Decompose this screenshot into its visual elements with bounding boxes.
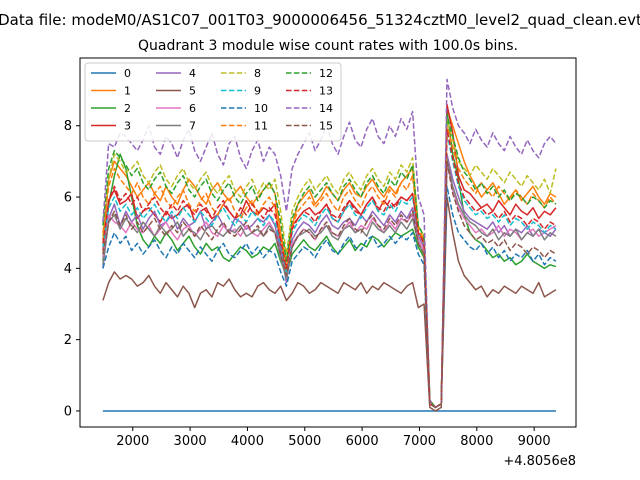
legend-label-14: 14	[319, 102, 333, 115]
series-line-5	[102, 196, 557, 412]
series-line-9	[102, 132, 557, 409]
legend-label-6: 6	[189, 102, 196, 115]
x-offset-label: +4.8056e8	[503, 454, 576, 469]
series-line-6	[102, 160, 557, 409]
series-line-7	[102, 157, 557, 409]
x-tick-label: 2000	[116, 434, 149, 449]
series-line-13	[102, 128, 557, 409]
series-line-3	[102, 103, 557, 409]
legend-label-9: 9	[254, 85, 261, 98]
x-tick-label: 6000	[346, 434, 379, 449]
x-tick-label: 9000	[518, 434, 551, 449]
series-line-4	[102, 153, 557, 409]
legend-label-8: 8	[254, 67, 261, 80]
x-tick-label: 4000	[231, 434, 264, 449]
series-line-15	[102, 160, 557, 409]
x-tick-label: 8000	[460, 434, 493, 449]
series-line-8	[102, 117, 557, 409]
legend-label-4: 4	[189, 67, 196, 80]
y-tick-label: 0	[64, 404, 72, 419]
legend-label-1: 1	[124, 85, 131, 98]
legend-label-0: 0	[124, 67, 131, 80]
figure-suptitle: Data file: modeM0/AS1C07_001T03_90000064…	[0, 11, 640, 30]
legend-label-11: 11	[254, 120, 268, 133]
series-line-2	[102, 110, 557, 409]
legend-label-7: 7	[189, 120, 196, 133]
axes-frame	[79, 57, 577, 428]
series-line-10	[102, 185, 557, 409]
y-tick-label: 6	[64, 191, 72, 206]
series-line-1	[102, 107, 557, 409]
chart-title: Quadrant 3 module wise count rates with …	[138, 38, 518, 54]
series-line-12	[102, 114, 557, 409]
legend-label-15: 15	[319, 120, 333, 133]
y-tick-label: 4	[64, 262, 72, 277]
x-tick-label: 7000	[403, 434, 436, 449]
legend-label-12: 12	[319, 67, 333, 80]
legend-box	[84, 62, 342, 142]
y-tick-label: 2	[64, 333, 72, 348]
axis-ticks: 2000 3000 4000 5000 6000 7000 8000 9000 0 2 4 6 8	[64, 119, 551, 449]
x-tick-label: 3000	[174, 434, 207, 449]
legend-label-13: 13	[319, 85, 333, 98]
x-tick-label: 5000	[288, 434, 321, 449]
legend-label-3: 3	[124, 120, 131, 133]
legend-label-5: 5	[189, 85, 196, 98]
y-tick-label: 8	[64, 119, 72, 134]
plot-area	[102, 78, 557, 412]
legend-label-2: 2	[124, 102, 131, 115]
legend-label-10: 10	[254, 102, 268, 115]
